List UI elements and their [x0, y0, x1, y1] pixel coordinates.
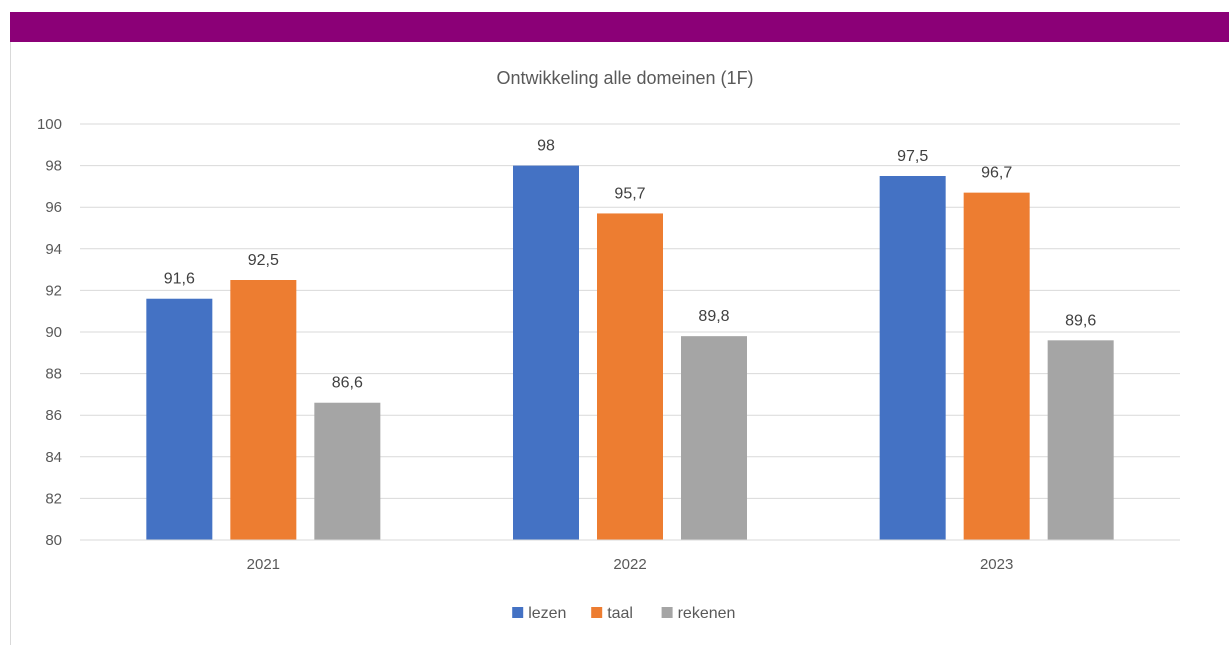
legend-label-rekenen: rekenen — [678, 605, 736, 622]
y-axis: 80 82 84 86 88 90 92 94 96 98 100 — [37, 116, 62, 549]
y-tick-label: 94 — [45, 241, 62, 258]
x-tick-label: 2021 — [247, 556, 280, 573]
bar-rekenen-2022 — [681, 336, 747, 540]
y-tick-label: 84 — [45, 449, 62, 466]
legend-label-taal: taal — [607, 605, 633, 622]
bar-rekenen-2023 — [1047, 340, 1114, 540]
y-tick-label: 88 — [45, 366, 62, 383]
y-tick-label: 92 — [45, 282, 62, 299]
data-label-rekenen-2023: 89,6 — [1065, 312, 1096, 329]
header-band — [10, 12, 1229, 42]
data-label-rekenen-2021: 86,6 — [332, 375, 363, 392]
x-tick-label: 2023 — [980, 556, 1013, 573]
y-tick-label: 98 — [45, 158, 62, 175]
y-tick-label: 86 — [45, 407, 62, 424]
data-label-taal-2022: 95,7 — [614, 185, 645, 202]
legend-label-lezen: lezen — [528, 605, 566, 622]
legend: lezen taal rekenen — [512, 605, 735, 622]
bar-taal-2021 — [230, 280, 297, 540]
bar-taal-2022 — [597, 213, 663, 540]
x-axis: 2021 2022 2023 — [80, 539, 1180, 573]
y-tick-label: 100 — [37, 116, 62, 133]
data-label-taal-2023: 96,7 — [981, 165, 1012, 182]
legend-swatch-lezen — [512, 607, 524, 618]
y-tick-label: 90 — [45, 324, 62, 341]
bar-lezen-2022 — [513, 165, 579, 540]
y-tick-label: 80 — [45, 532, 62, 549]
data-label-lezen-2023: 97,5 — [897, 148, 928, 165]
data-label-lezen-2021: 91,6 — [164, 271, 195, 288]
legend-swatch-taal — [591, 607, 603, 618]
y-tick-label: 96 — [45, 199, 62, 216]
bar-lezen-2021 — [146, 298, 213, 540]
frame-border — [10, 42, 11, 645]
data-labels: 91,6 92,5 86,6 98 95,7 89,8 97,5 96,7 89,6 — [164, 138, 1097, 392]
bars — [146, 165, 1114, 540]
data-label-taal-2021: 92,5 — [248, 252, 279, 269]
data-label-rekenen-2022: 89,8 — [698, 308, 729, 325]
data-label-lezen-2022: 98 — [537, 138, 555, 155]
chart-title: Ontwikkeling alle domeinen (1F) — [496, 68, 753, 88]
bar-rekenen-2021 — [314, 402, 381, 540]
bar-lezen-2023 — [879, 176, 946, 540]
legend-swatch-rekenen — [661, 607, 673, 618]
y-tick-label: 82 — [45, 490, 62, 507]
bar-taal-2023 — [963, 192, 1030, 540]
x-tick-label: 2022 — [613, 556, 646, 573]
